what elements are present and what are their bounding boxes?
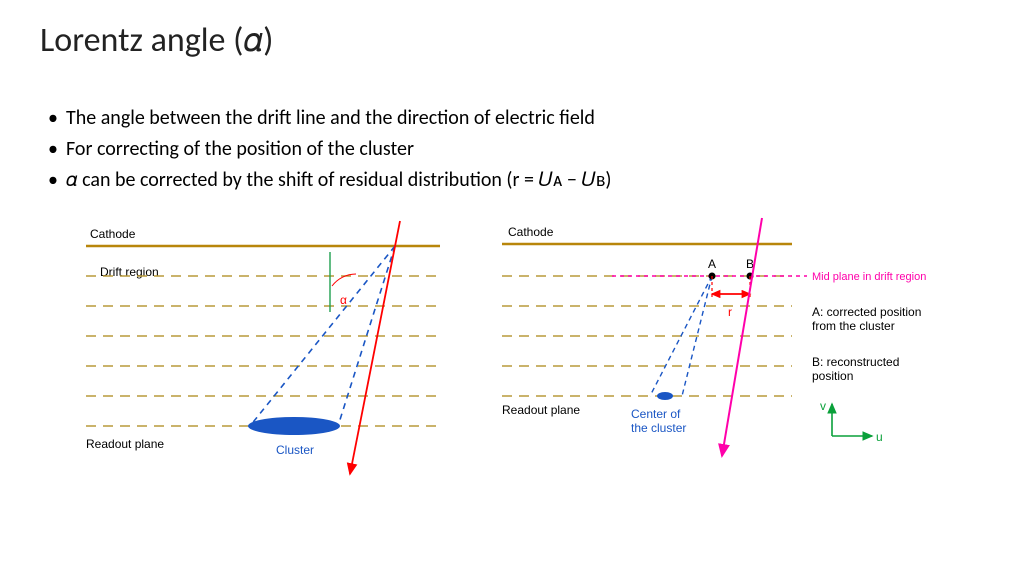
- svg-text:v: v: [820, 399, 826, 413]
- svg-text:Cathode: Cathode: [508, 225, 554, 239]
- svg-text:Readout plane: Readout plane: [502, 403, 580, 417]
- bullet-item: The angle between the drift line and the…: [48, 103, 984, 134]
- bullet-item: For correcting of the position of the cl…: [48, 134, 984, 165]
- right-svg: Cathode Readout plane Mid plane in drift r…: [472, 216, 972, 476]
- svg-text:Cluster: Cluster: [276, 443, 314, 457]
- left-diagram: Cathode Drift region Readout plane α Cluster: [40, 216, 460, 481]
- svg-text:from the cluster: from the cluster: [812, 319, 895, 333]
- right-diagram: Cathode Readout plane Mid plane in drift r…: [472, 216, 972, 481]
- svg-text:u: u: [876, 430, 883, 444]
- svg-text:r: r: [728, 305, 732, 319]
- bullet-list: The angle between the drift line and the…: [48, 103, 984, 196]
- bullet-item: 𝛼 can be corrected by the shift of resid…: [48, 165, 984, 196]
- svg-text:Readout plane: Readout plane: [86, 437, 164, 451]
- svg-text:α: α: [340, 293, 347, 307]
- svg-text:position: position: [812, 369, 853, 383]
- svg-text:B: reconstructed: B: reconstructed: [812, 355, 899, 369]
- figure-row: Cathode Drift region Readout plane α Cluster…: [40, 216, 984, 481]
- svg-text:Cathode: Cathode: [90, 227, 136, 241]
- svg-text:Center of: Center of: [631, 407, 681, 421]
- svg-text:A: A: [708, 257, 716, 271]
- svg-text:the cluster: the cluster: [631, 421, 686, 435]
- svg-text:A: corrected position: A: corrected position: [812, 305, 921, 319]
- svg-text:Drift region: Drift region: [100, 265, 159, 279]
- svg-text:Mid plane in drift region: Mid plane in drift region: [812, 271, 926, 283]
- page-title: Lorentz angle (𝛼): [40, 20, 984, 61]
- left-svg: Cathode Drift region Readout plane α Cluster: [40, 216, 460, 476]
